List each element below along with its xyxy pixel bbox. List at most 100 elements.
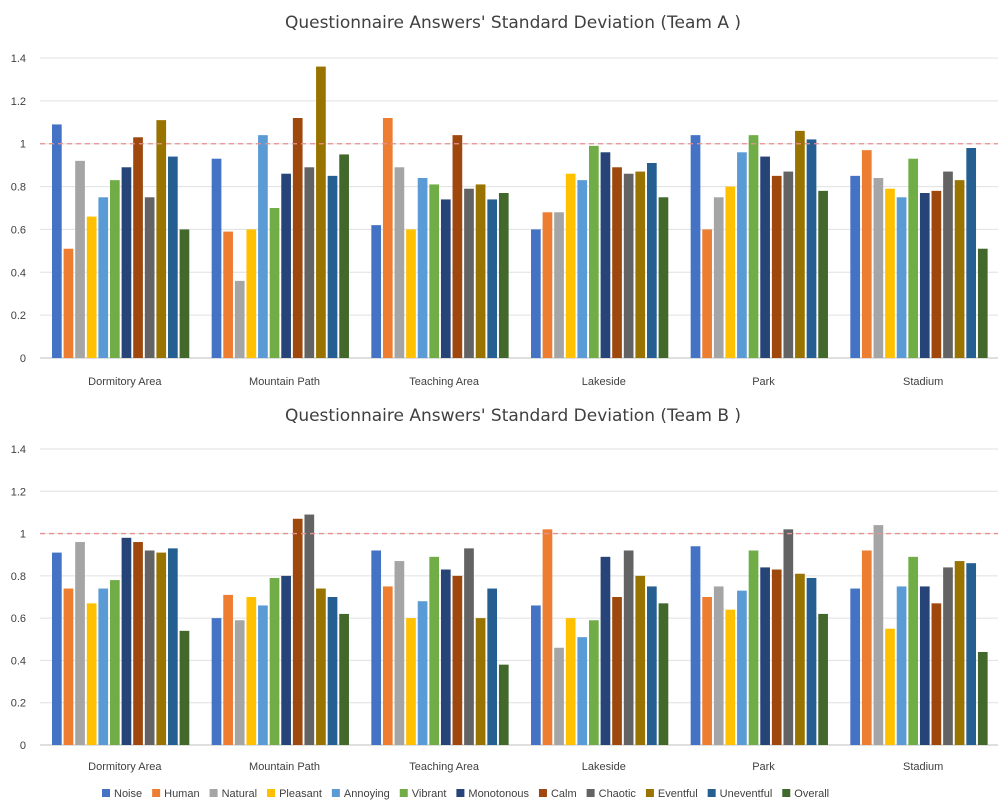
bar-a-dormitory-area-human bbox=[63, 248, 74, 358]
bar-a-stadium-uneventful bbox=[966, 148, 977, 358]
x-category-label: Mountain Path bbox=[249, 761, 320, 773]
bar-b-dormitory-area-natural bbox=[75, 542, 85, 745]
bar-a-stadium-annoying bbox=[896, 197, 907, 358]
bar-a-teaching-area-overall bbox=[498, 193, 509, 358]
x-category-label: Park bbox=[752, 376, 775, 388]
bar-b-park-eventful bbox=[795, 573, 805, 745]
bar-a-teaching-area-natural bbox=[394, 167, 405, 358]
bar-a-park-calm bbox=[771, 175, 782, 358]
bar-b-dormitory-area-human bbox=[63, 588, 74, 745]
y-tick-label: 1.2 bbox=[11, 486, 26, 498]
x-category-label: Dormitory Area bbox=[88, 761, 162, 773]
chart-team-b: 0 0.2 0.4 0.6 0.8 1 1.2 1.4 Dormitory Area Mounta… bbox=[11, 444, 998, 773]
bar-b-lakeside-uneventful bbox=[647, 586, 657, 745]
bar-a-teaching-area-uneventful bbox=[487, 199, 498, 358]
bar-b-park-uneventful bbox=[806, 577, 817, 745]
y-tick-label: 1.4 bbox=[11, 444, 26, 456]
bar-a-mountain-path-overall bbox=[339, 154, 349, 358]
legend-label: Overall bbox=[794, 788, 829, 800]
legend-swatch bbox=[456, 789, 465, 797]
bar-a-dormitory-area-vibrant bbox=[110, 180, 120, 358]
bar-a-lakeside-monotonous bbox=[600, 152, 611, 358]
bar-a-lakeside-uneventful bbox=[647, 163, 657, 358]
bar-a-mountain-path-natural bbox=[234, 280, 245, 358]
bar-a-dormitory-area-overall bbox=[179, 229, 190, 358]
legend-swatch bbox=[707, 789, 716, 797]
bar-b-stadium-calm bbox=[931, 603, 942, 745]
bar-b-mountain-path-eventful bbox=[316, 588, 326, 745]
bar-b-mountain-path-natural bbox=[234, 620, 245, 745]
y-tick-label: 0.6 bbox=[11, 224, 26, 236]
bar-b-park-noise bbox=[690, 546, 701, 745]
bar-b-teaching-area-eventful bbox=[475, 618, 486, 745]
bar-b-teaching-area-vibrant bbox=[429, 556, 440, 745]
x-category-label: Lakeside bbox=[582, 376, 626, 388]
bar-b-teaching-area-noise bbox=[371, 550, 382, 745]
legend-label: Human bbox=[164, 788, 199, 800]
y-tick-label: 1 bbox=[20, 139, 26, 151]
bar-a-stadium-chaotic bbox=[943, 171, 953, 358]
bar-b-park-chaotic bbox=[783, 529, 794, 745]
x-category-label: Teaching Area bbox=[409, 376, 480, 388]
bar-a-mountain-path-pleasant bbox=[246, 229, 257, 358]
bar-b-mountain-path-calm bbox=[292, 518, 303, 745]
bar-a-dormitory-area-eventful bbox=[156, 120, 167, 359]
bar-a-mountain-path-vibrant bbox=[269, 208, 280, 358]
legend-label: Vibrant bbox=[412, 788, 447, 800]
y-tick-label: 1.4 bbox=[11, 53, 26, 65]
bar-b-dormitory-area-calm bbox=[133, 542, 143, 745]
bar-a-dormitory-area-monotonous bbox=[121, 167, 132, 358]
bar-a-lakeside-human bbox=[542, 212, 553, 358]
bar-a-stadium-eventful bbox=[954, 180, 965, 358]
bar-b-mountain-path-pleasant bbox=[246, 597, 257, 745]
bar-b-lakeside-noise bbox=[531, 605, 541, 745]
bar-b-teaching-area-natural bbox=[394, 561, 405, 745]
legend-label: Noise bbox=[114, 788, 142, 800]
bar-a-park-noise bbox=[690, 135, 701, 358]
bar-a-mountain-path-eventful bbox=[316, 66, 326, 359]
bar-a-mountain-path-monotonous bbox=[281, 173, 291, 358]
bar-a-dormitory-area-noise bbox=[52, 124, 62, 358]
bar-a-teaching-area-pleasant bbox=[406, 229, 416, 358]
bar-b-lakeside-overall bbox=[658, 603, 669, 745]
bar-b-teaching-area-human bbox=[382, 586, 393, 745]
bar-b-stadium-annoying bbox=[896, 586, 907, 745]
bar-a-lakeside-eventful bbox=[635, 171, 646, 358]
bar-a-park-natural bbox=[713, 197, 724, 358]
bar-b-dormitory-area-noise bbox=[52, 552, 62, 745]
bar-b-stadium-human bbox=[861, 550, 872, 745]
y-tick-label: 1.2 bbox=[11, 96, 26, 108]
legend-swatch bbox=[267, 789, 276, 797]
legend-label: Pleasant bbox=[279, 788, 322, 800]
bar-b-park-annoying bbox=[737, 590, 747, 745]
bar-b-park-calm bbox=[771, 569, 782, 745]
bar-b-stadium-monotonous bbox=[919, 586, 930, 745]
bar-b-lakeside-human bbox=[542, 529, 553, 745]
y-tick-label: 0 bbox=[20, 353, 26, 365]
bar-b-park-pleasant bbox=[725, 609, 736, 745]
bar-a-teaching-area-vibrant bbox=[429, 184, 440, 358]
bar-b-mountain-path-uneventful bbox=[327, 597, 338, 745]
bar-a-stadium-calm bbox=[931, 190, 942, 358]
bar-a-stadium-monotonous bbox=[919, 193, 930, 358]
bar-a-park-annoying bbox=[737, 152, 747, 358]
bar-a-lakeside-natural bbox=[554, 212, 564, 358]
bar-a-stadium-overall bbox=[977, 248, 988, 358]
legend-swatch bbox=[102, 789, 110, 797]
bar-b-lakeside-natural bbox=[554, 647, 564, 745]
bar-b-dormitory-area-eventful bbox=[156, 552, 167, 745]
legend: Noise Human Natural Pleasant Annoying Vibrant… bbox=[102, 788, 829, 800]
bar-b-lakeside-eventful bbox=[635, 575, 646, 745]
x-category-label: Stadium bbox=[903, 376, 943, 388]
x-category-label: Park bbox=[752, 761, 775, 773]
legend-label: Uneventful bbox=[720, 788, 773, 800]
bar-b-stadium-eventful bbox=[954, 561, 965, 745]
bar-a-teaching-area-human bbox=[382, 118, 393, 358]
bar-a-park-human bbox=[702, 229, 712, 358]
bar-b-mountain-path-overall bbox=[339, 613, 349, 745]
bar-b-lakeside-vibrant bbox=[589, 620, 599, 745]
bar-b-dormitory-area-chaotic bbox=[144, 550, 155, 745]
legend-label: Chaotic bbox=[599, 788, 637, 800]
x-category-label: Stadium bbox=[903, 761, 943, 773]
bar-b-stadium-natural bbox=[873, 525, 884, 745]
